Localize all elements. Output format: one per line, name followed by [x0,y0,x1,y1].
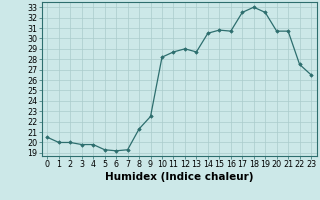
X-axis label: Humidex (Indice chaleur): Humidex (Indice chaleur) [105,172,253,182]
